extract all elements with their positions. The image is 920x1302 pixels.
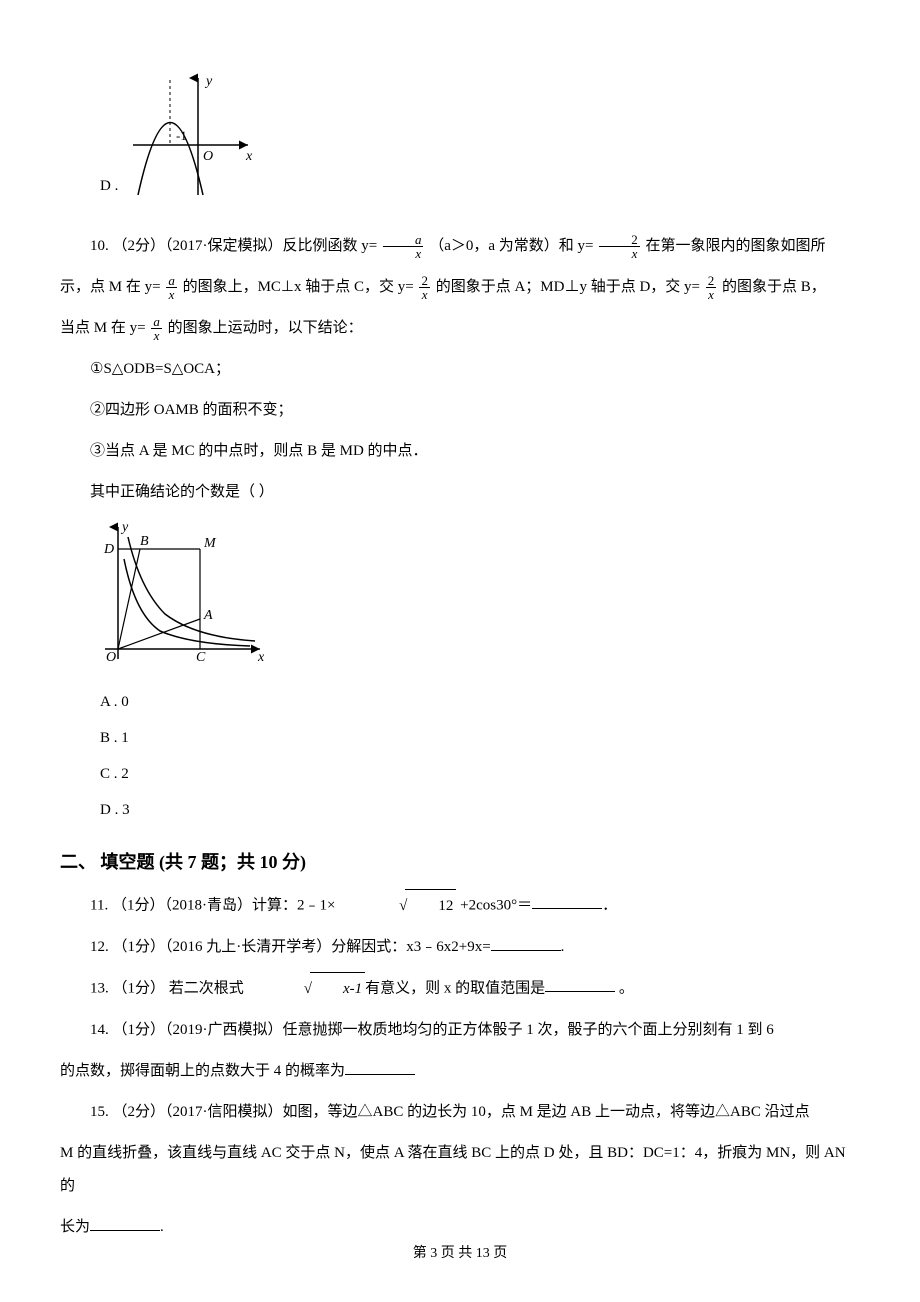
q10-l2d: 的图象于点 B， (722, 279, 826, 295)
q10-options: A . 0 B . 1 C . 2 D . 3 (100, 684, 860, 828)
frac-a-over-x-3: ax (151, 315, 162, 342)
question-14-line1: 14. （1分）（2019·广西模拟）任意抛掷一枚质地均匀的正方体骰子 1 次，… (60, 1014, 860, 1047)
q13-end: 。 (615, 980, 634, 996)
q11-end: ． (602, 897, 617, 913)
question-15-line1: 15. （2分）（2017·信阳模拟）如图，等边△ABC 的边长为 10，点 M… (60, 1096, 860, 1129)
q10-mid2: 在第一象限内的图象如图所 (646, 238, 826, 254)
svg-text:D: D (103, 542, 114, 557)
q10-l3a: 当点 M 在 y= (60, 320, 149, 336)
question-15-line2: M 的直线折叠，该直线与直线 AC 交于点 N，使点 A 落在直线 BC 上的点… (60, 1137, 860, 1203)
svg-text:A: A (203, 608, 213, 623)
q10-option-c: C . 2 (100, 756, 860, 792)
svg-text:O: O (203, 149, 213, 164)
q12-text: 12. （1分）（2016 九上·长清开学考）分解因式：x3﹣6x2+9x= (90, 939, 491, 955)
svg-text:B: B (140, 534, 149, 549)
question-14-line2: 的点数，掷得面朝上的点数大于 4 的概率为 (60, 1055, 860, 1088)
question-13: 13. （1分） 若二次根式√x-1有意义，则 x 的取值范围是 。 (60, 972, 860, 1006)
question-12: 12. （1分）（2016 九上·长清开学考）分解因式：x3﹣6x2+9x=. (60, 931, 860, 964)
sqrt-12: √12 (339, 889, 456, 923)
option-d-label: D . (100, 178, 118, 195)
section-2-heading: 二、 填空题 (共 7 题；共 10 分) (60, 848, 860, 874)
svg-text:C: C (196, 650, 206, 664)
svg-text:x: x (245, 149, 253, 164)
q10-statement-3: ③当点 A 是 MC 的中点时，则点 B 是 MD 的中点． (60, 435, 860, 468)
frac-2-over-x-3: 2x (706, 274, 717, 301)
frac-2-over-x-1: 2x (599, 233, 640, 260)
page-footer: 第 3 页 共 13 页 (0, 1242, 920, 1262)
svg-text:O: O (106, 650, 116, 664)
question9-option-d: D . y x O -1 (100, 70, 860, 200)
q10-option-a: A . 0 (100, 684, 860, 720)
hyperbola-diagram: y x O B D M A C (100, 519, 270, 664)
svg-text:x: x (257, 650, 265, 664)
q12-blank (491, 936, 561, 951)
q13-blank (545, 977, 615, 992)
q13-mid: 有意义，则 x 的取值范围是 (365, 980, 545, 996)
q10-l3b: 的图象上运动时，以下结论： (168, 320, 363, 336)
q10-statement-4: 其中正确结论的个数是（ ） (60, 476, 860, 509)
q13-prefix: 13. （1分） 若二次根式 (90, 980, 244, 996)
q15-end: . (160, 1219, 164, 1235)
svg-text:-1: -1 (176, 128, 187, 143)
q10-option-b: B . 1 (100, 720, 860, 756)
q12-end: . (561, 939, 565, 955)
question-10-line3: 当点 M 在 y= ax 的图象上运动时，以下结论： (60, 312, 860, 345)
frac-a-over-x-2: ax (166, 274, 177, 301)
frac-2-over-x-2: 2x (419, 274, 430, 301)
q11-blank (532, 894, 602, 909)
frac-a-over-x: ax (383, 233, 424, 260)
svg-text:M: M (203, 536, 217, 551)
question-15-line3: 长为. (60, 1211, 860, 1244)
q10-l2c: 的图象于点 A；MD⊥y 轴于点 D，交 y= (436, 279, 704, 295)
q10-prefix: 10. （2分）（2017·保定模拟）反比例函数 y= (90, 238, 381, 254)
q15-l3: 长为 (60, 1219, 90, 1235)
q10-l2b: 的图象上，MC⊥x 轴于点 C，交 y= (183, 279, 418, 295)
question-10-line2: 示，点 M 在 y= ax 的图象上，MC⊥x 轴于点 C，交 y= 2x 的图… (60, 271, 860, 304)
sqrt-x-1: √x-1 (244, 972, 365, 1006)
q10-mid1: （a＞0，a 为常数）和 y= (429, 238, 597, 254)
q10-diagram: y x O B D M A C (100, 519, 860, 669)
svg-text:y: y (204, 74, 213, 89)
q10-statement-2: ②四边形 OAMB 的面积不变； (60, 394, 860, 427)
q10-option-d: D . 3 (100, 792, 860, 828)
q14-l2: 的点数，掷得面朝上的点数大于 4 的概率为 (60, 1063, 345, 1079)
q10-statement-1: ①S△ODB=S△OCA； (60, 353, 860, 386)
question-10-line1: 10. （2分）（2017·保定模拟）反比例函数 y= ax （a＞0，a 为常… (60, 230, 860, 263)
q15-blank (90, 1216, 160, 1231)
parabola-graph-d: y x O -1 (128, 70, 258, 200)
q10-l2a: 示，点 M 在 y= (60, 279, 164, 295)
q14-blank (345, 1060, 415, 1075)
svg-text:y: y (120, 520, 129, 535)
question-11: 11. （1分）（2018·青岛）计算：2﹣1× √12 +2cos30°＝ ． (60, 889, 860, 923)
q11-prefix: 11. （1分）（2018·青岛）计算：2﹣1× (90, 897, 339, 913)
q11-suffix: +2cos30°＝ (460, 897, 532, 913)
